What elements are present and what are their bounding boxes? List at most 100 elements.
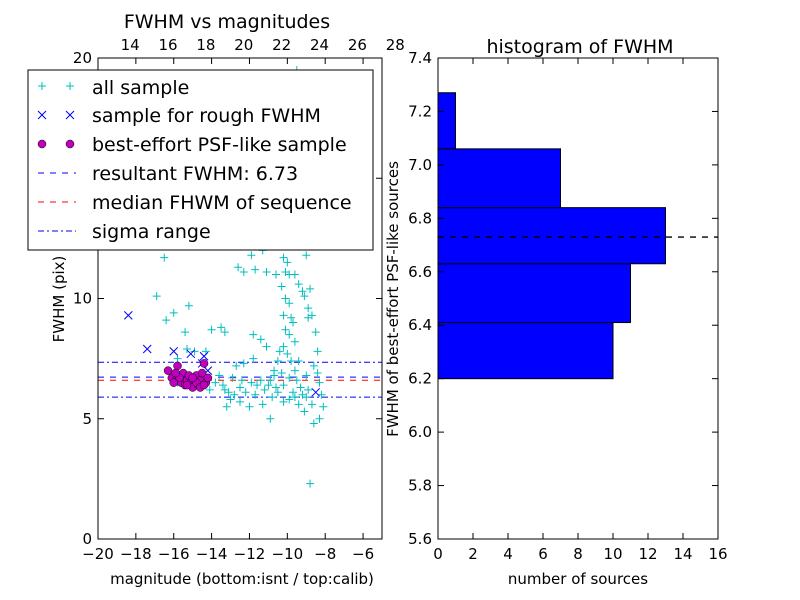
legend-key-all-sample xyxy=(38,82,46,90)
all-sample-point xyxy=(281,294,290,303)
scatter-ytick-label: 10 xyxy=(73,290,92,308)
histogram-ytick-label: 6.0 xyxy=(408,423,432,441)
all-sample-point xyxy=(289,388,298,397)
all-sample-point xyxy=(309,361,318,370)
all-sample-point xyxy=(277,369,286,378)
scatter-xtick-label: −14 xyxy=(196,545,228,563)
all-sample-point xyxy=(169,308,178,317)
all-sample-point xyxy=(230,390,239,399)
scatter-xtick-label: −10 xyxy=(272,545,304,563)
legend-keys xyxy=(37,82,76,232)
all-sample-point xyxy=(271,383,280,392)
all-sample-point xyxy=(228,373,237,382)
scatter-xtick-label: −12 xyxy=(234,545,266,563)
all-sample-point xyxy=(222,402,231,411)
all-sample-point xyxy=(256,376,265,385)
all-sample-point xyxy=(279,381,288,390)
all-sample-point xyxy=(249,354,258,363)
all-sample-point xyxy=(279,253,288,262)
scatter-chart: −20 −18 −16 −14 −12 −10 −8 −6 14 16 18 20 22 24 26 28 0 5… xyxy=(27,11,405,588)
all-sample-point xyxy=(236,397,244,406)
histogram-bar xyxy=(438,322,614,380)
histogram-xtick-label: 10 xyxy=(603,545,622,563)
all-sample-point xyxy=(294,400,303,409)
histogram-ylabel: FWHM of best-effort PSF-like sources xyxy=(384,161,402,437)
all-sample-point xyxy=(268,393,277,402)
histogram-xtick-label: 8 xyxy=(573,545,583,563)
all-sample-point xyxy=(232,361,241,370)
histogram-chart: 0 2 4 6 8 10 12 14 16 5.6 5.8 6.0 6.2 6.4 6.6 6.8 7.0 7.2… xyxy=(384,36,728,588)
all-sample-point xyxy=(285,373,294,382)
scatter-legend: all sample sample for rough FWHM best-ef… xyxy=(27,69,374,251)
all-sample-point xyxy=(237,376,246,385)
all-sample-point xyxy=(264,381,273,390)
all-sample-point xyxy=(260,385,269,394)
all-sample-point xyxy=(218,381,227,390)
all-sample-point xyxy=(181,328,190,337)
rough-fwhm-point xyxy=(142,344,152,354)
legend-key-psf-sample xyxy=(65,139,75,149)
rough-fwhm-point xyxy=(199,351,209,361)
all-sample-point xyxy=(287,357,296,366)
histogram-xtick-label: 14 xyxy=(673,545,692,563)
rough-fwhm-point xyxy=(186,349,196,359)
all-sample-point xyxy=(315,414,324,423)
all-sample-point xyxy=(279,311,288,320)
all-sample-point xyxy=(266,414,275,423)
all-sample-point xyxy=(160,253,169,262)
histogram-bars xyxy=(438,92,666,380)
legend-label-all-sample: all sample xyxy=(92,77,189,99)
psf-like-point xyxy=(199,380,209,390)
all-sample-point xyxy=(285,299,294,308)
all-sample-point xyxy=(313,347,322,356)
legend-key-rough-fwhm xyxy=(37,110,47,120)
scatter-reference-lines xyxy=(98,361,382,398)
all-sample-point xyxy=(173,354,182,363)
legend-label-psf-sample: best-effort PSF-like sample xyxy=(92,134,347,156)
rough-fwhm-point xyxy=(123,310,133,320)
psf-like-point xyxy=(163,366,173,375)
scatter-top-tick-label: 22 xyxy=(272,36,291,54)
scatter-title: FWHM vs magnitudes xyxy=(124,11,330,33)
psf-like-point xyxy=(199,359,209,368)
all-sample-point xyxy=(253,381,262,390)
scatter-top-tick-label: 24 xyxy=(310,36,329,54)
psf-like-point xyxy=(169,378,178,387)
all-sample-point xyxy=(271,270,280,279)
histogram-xtick-label: 6 xyxy=(538,545,548,563)
scatter-xtick-label: −16 xyxy=(158,545,190,563)
scatter-ticks: −20 −18 −16 −14 −12 −10 −8 −6 14 16 18 20 22 24 26 28 0 5… xyxy=(73,36,405,563)
all-sample-point xyxy=(236,383,244,392)
all-sample-point xyxy=(319,402,328,411)
all-sample-point xyxy=(205,385,214,394)
scatter-xtick-label: −8 xyxy=(314,545,336,563)
all-sample-point xyxy=(234,263,243,272)
psf-like-point xyxy=(171,368,180,378)
psf-like-point xyxy=(173,361,182,371)
scatter-xtick-label: −20 xyxy=(82,545,114,563)
all-sample-point xyxy=(220,328,229,337)
all-sample-point xyxy=(182,345,191,354)
scatter-frame xyxy=(97,57,383,540)
histogram-ticks: 0 2 4 6 8 10 12 14 16 5.6 5.8 6.0 6.2 6.4 6.6 6.8 7.0 7.2… xyxy=(408,49,727,563)
histogram-xtick-label: 16 xyxy=(708,545,727,563)
scatter-ytick-label: 20 xyxy=(73,49,92,67)
all-sample-point xyxy=(296,383,305,392)
all-sample-point xyxy=(290,337,299,346)
scatter-top-tick-label: 14 xyxy=(121,36,140,54)
psf-like-point xyxy=(203,373,213,383)
histogram-ytick-label: 6.2 xyxy=(408,370,432,388)
all-sample-point xyxy=(302,393,311,402)
scatter-xtick-label: −6 xyxy=(352,545,374,563)
histogram-xlabel: number of sources xyxy=(508,570,648,588)
psf-like-point xyxy=(188,373,197,383)
all-sample-point xyxy=(258,400,267,409)
all-sample-point xyxy=(290,366,299,375)
scatter-top-tick-label: 18 xyxy=(196,36,215,54)
all-sample-point xyxy=(220,385,229,394)
all-sample-point xyxy=(294,357,303,366)
all-sample-point xyxy=(300,407,309,416)
legend-key-psf-sample xyxy=(37,139,47,149)
all-sample-point xyxy=(152,292,161,301)
